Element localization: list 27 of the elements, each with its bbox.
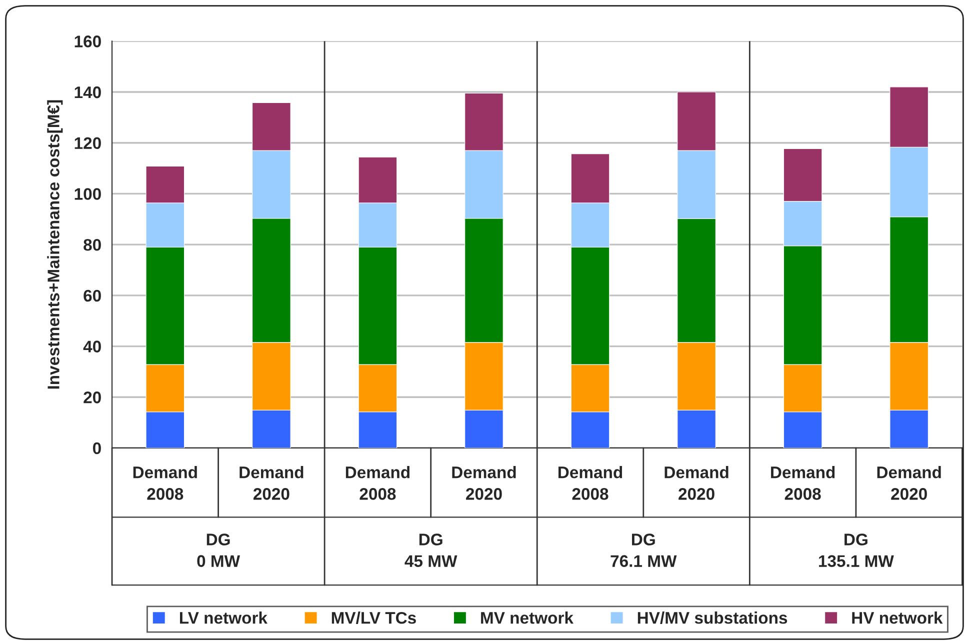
- legend-label: MV/LV TCs: [332, 612, 416, 624]
- legend-label: HV network: [852, 612, 943, 624]
- y-tick-label: 140: [74, 86, 101, 98]
- y-tick-label: 100: [74, 188, 101, 200]
- y-tick-label: 20: [84, 392, 101, 404]
- y-tick-label: 60: [84, 290, 101, 302]
- text: DG 135.1 MW: [819, 534, 894, 568]
- y-tick-label: 80: [84, 238, 101, 251]
- x-tick-label: Demand 2008: [771, 466, 835, 500]
- text: DG 76.1 MW: [610, 534, 677, 567]
- x-tick-label: Demand 2020: [452, 466, 516, 500]
- legend-label: LV network: [180, 612, 268, 624]
- legend-label: HV/MV substations: [638, 612, 788, 624]
- x-tick-label: Demand 2008: [558, 466, 622, 500]
- y-tick-label: 120: [74, 137, 101, 150]
- y-tick-label: 40: [83, 340, 101, 352]
- text: DG 0 MW: [197, 534, 240, 567]
- y-tick-label: 0: [92, 442, 101, 454]
- y-axis-title: Investments+Maintenance costs[M€]: [47, 100, 63, 389]
- text: DG 45 MW: [404, 534, 458, 567]
- y-tick-label: 160: [74, 36, 101, 48]
- x-tick-label: Demand 2020: [877, 466, 941, 500]
- x-tick-label: Demand 2008: [346, 466, 410, 500]
- x-tick-label: Demand 2020: [240, 466, 304, 500]
- x-tick-label: Demand 2020: [664, 466, 728, 500]
- x-tick-label: Demand 2008: [133, 466, 197, 500]
- legend-label: MV network: [481, 612, 574, 624]
